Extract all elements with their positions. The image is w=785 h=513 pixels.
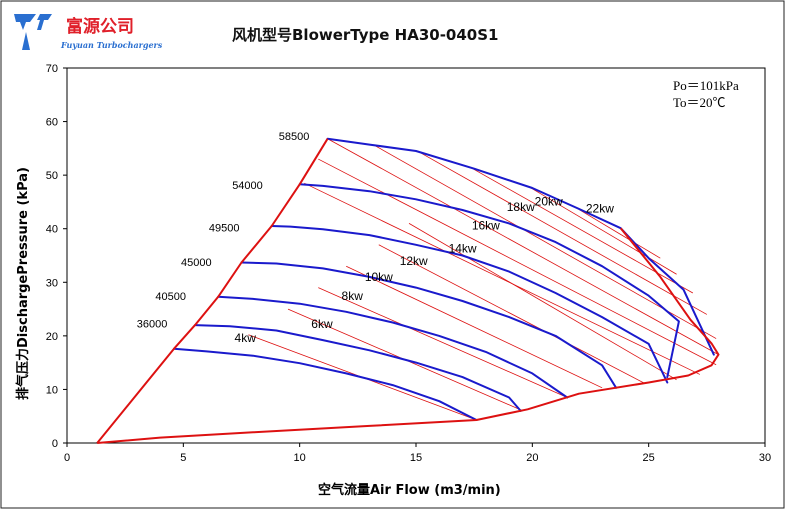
max-flow-line — [97, 227, 720, 444]
y-tick-label: 60 — [46, 117, 58, 129]
rpm-label: 58500 — [279, 131, 310, 143]
speed-line-36000 — [173, 347, 478, 421]
y-axis-title: 排气压力DischargePressure (kPa) — [15, 167, 31, 400]
speed-line-40500 — [194, 324, 522, 412]
y-tick-label: 40 — [46, 224, 58, 236]
power-line — [378, 244, 645, 384]
y-tick-label: 10 — [46, 384, 58, 396]
x-tick-label: 10 — [294, 452, 306, 464]
speed-line-54000 — [270, 225, 669, 384]
curve-labels: 3600040500450004950054000585004kw6kw8kw1… — [137, 131, 614, 345]
power-line — [327, 138, 719, 355]
condition-temperature: To＝20℃ — [673, 95, 726, 110]
y-tick-label: 70 — [46, 63, 58, 75]
x-tick-label: 20 — [526, 452, 538, 464]
power-line — [529, 187, 677, 275]
power-label: 6kw — [311, 317, 333, 331]
y-tick-label: 50 — [46, 170, 58, 182]
x-tick-label: 5 — [180, 452, 186, 464]
y-tick-label: 20 — [46, 331, 58, 343]
axis-ticks: 0 5 10 15 20 25 30 0 10 20 30 40 50 60 70 — [46, 63, 771, 464]
power-label: 22kw — [586, 202, 614, 216]
power-line — [373, 144, 717, 339]
y-tick-label: 30 — [46, 277, 58, 289]
power-label: 20kw — [535, 195, 563, 209]
x-tick-label: 0 — [64, 452, 70, 464]
power-label: 10kw — [365, 270, 393, 284]
chart-title: 风机型号BlowerType HA30-040S1 — [232, 26, 499, 44]
rpm-label: 36000 — [137, 318, 168, 330]
operating-envelope — [96, 138, 720, 444]
power-label: 16kw — [472, 218, 500, 232]
x-axis-title: 空气流量Air Flow (m3/min) — [318, 482, 501, 498]
speed-lines — [173, 137, 715, 421]
power-line — [408, 223, 677, 381]
power-label: 12kw — [400, 254, 428, 268]
x-tick-label: 30 — [759, 452, 771, 464]
power-label: 4kw — [235, 331, 257, 345]
power-line — [346, 265, 603, 389]
fuyuan-logo-icon — [14, 14, 52, 50]
rpm-label: 45000 — [181, 257, 212, 269]
speed-line-49500 — [240, 261, 618, 389]
surge-line — [96, 138, 329, 444]
logo-company-cn: 富源公司 — [66, 16, 134, 37]
x-tick-label: 25 — [643, 452, 655, 464]
power-line — [578, 209, 661, 259]
power-label: 14kw — [449, 241, 477, 255]
x-tick-label: 15 — [410, 452, 422, 464]
rpm-label: 40500 — [155, 291, 186, 303]
power-label: 18kw — [507, 200, 535, 214]
rpm-label: 49500 — [209, 222, 240, 234]
y-tick-label: 0 — [52, 438, 58, 450]
power-label: 8kw — [342, 289, 364, 303]
condition-pressure: Po＝101kPa — [673, 78, 739, 93]
speed-line-45000 — [217, 295, 569, 399]
logo-company-en: Fuyuan Turbochargers — [60, 40, 163, 50]
power-line — [304, 182, 701, 375]
power-line — [318, 287, 568, 398]
speed-line-58500 — [298, 183, 680, 379]
rpm-label: 54000 — [232, 180, 263, 192]
power-line — [418, 151, 708, 315]
speed-line-max — [326, 137, 715, 356]
